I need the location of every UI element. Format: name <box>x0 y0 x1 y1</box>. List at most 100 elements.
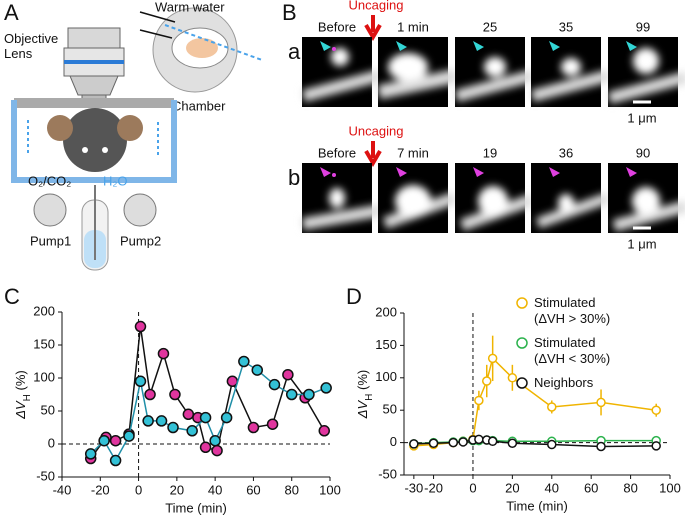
y-tick-label: 200 <box>375 304 397 319</box>
x-axis-label: Time (min) <box>506 498 568 513</box>
data-point <box>157 347 170 360</box>
arrowhead <box>396 167 407 177</box>
panel-label: A <box>4 0 19 25</box>
y-label-part: ΔV <box>355 400 370 420</box>
dendrite <box>530 69 612 102</box>
structure <box>454 57 536 102</box>
data-point <box>134 375 147 388</box>
x-tick-label: 20 <box>170 482 184 497</box>
data-point <box>144 388 156 401</box>
arrowhead <box>549 167 560 177</box>
data-point <box>109 454 122 467</box>
legend-label: Stimulated (ΔVH < 30%) <box>534 335 611 366</box>
data-point <box>474 395 484 406</box>
y-tick-label: 0 <box>48 435 55 450</box>
dendrite <box>454 69 536 102</box>
arrowhead <box>396 41 407 51</box>
structure <box>530 58 612 102</box>
data-point <box>209 434 221 447</box>
time-label: 1 min <box>397 19 429 34</box>
data-point <box>320 382 332 394</box>
data-point <box>458 437 468 447</box>
data-point <box>167 421 179 434</box>
dendrite <box>301 204 383 230</box>
data-point <box>596 397 606 408</box>
time-label: 25 <box>483 19 497 34</box>
data-point <box>169 388 181 401</box>
uncaging-label: Uncaging <box>349 123 404 138</box>
time-label: 99 <box>636 19 650 34</box>
data-point <box>84 448 97 460</box>
data-point <box>282 368 294 381</box>
data-point <box>487 353 498 364</box>
x-tick-label: -30 <box>404 480 423 495</box>
x-tick-label: -20 <box>424 480 443 495</box>
x-tick-label: 60 <box>246 482 260 497</box>
legend-label: Neighbors <box>534 375 594 390</box>
x-tick-label: -40 <box>53 482 72 497</box>
dendrite <box>535 192 611 229</box>
uncaging-arrow <box>364 15 382 41</box>
spine <box>395 185 431 217</box>
y-label-part: H <box>22 394 33 401</box>
objective-label: Objective Lens <box>4 31 58 61</box>
spine <box>632 187 660 215</box>
x-axis-label: Time (min) <box>165 500 227 515</box>
structure <box>612 187 685 232</box>
structure <box>377 53 459 100</box>
arrowhead <box>626 167 637 177</box>
data-point <box>318 425 331 437</box>
uncaging-label: Uncaging <box>349 0 404 12</box>
data-point <box>134 320 147 333</box>
time-label: Before <box>318 19 356 34</box>
y-tick-label: -50 <box>36 468 55 483</box>
y-label-part: (%) <box>355 370 370 394</box>
mouse-setup <box>11 98 177 271</box>
data-point <box>285 388 298 401</box>
dendrite <box>377 68 459 100</box>
data-point <box>199 441 212 454</box>
data-point <box>547 402 557 412</box>
structure <box>535 192 611 229</box>
legend-label: Stimulated (ΔVH > 30%) <box>534 295 611 326</box>
data-point <box>448 437 459 448</box>
uncaging-arrow <box>364 141 382 167</box>
y-tick-label: 100 <box>375 369 397 384</box>
data-point <box>651 405 661 415</box>
data-point <box>482 376 492 386</box>
data-point <box>155 415 168 427</box>
structure <box>607 48 685 104</box>
data-point <box>247 421 260 434</box>
legend-marker <box>516 337 528 349</box>
spine <box>388 53 428 81</box>
x-tick-label: 80 <box>284 482 298 497</box>
series-line <box>413 356 657 447</box>
data-point <box>474 434 484 445</box>
spine <box>633 48 659 74</box>
y-label-part: H <box>364 394 375 401</box>
uncaging-spot <box>332 173 336 177</box>
y-tick-label: 0 <box>390 434 397 449</box>
y-axis-label: ΔVH (%) <box>13 370 33 419</box>
data-point <box>409 439 419 449</box>
gas-label: O₂/CO₂ <box>28 173 71 188</box>
water-label: H₂O <box>103 173 128 188</box>
data-point <box>303 388 315 401</box>
x-tick-label: 60 <box>584 480 598 495</box>
arrowhead <box>626 41 637 51</box>
panel-label: B <box>282 0 297 25</box>
arrowhead <box>320 41 331 51</box>
scale-label: 1 μm <box>627 236 656 251</box>
row-label: b <box>288 165 300 190</box>
chamber-inset <box>139 7 263 93</box>
data-point <box>220 411 233 424</box>
y-tick-label: 50 <box>41 402 55 417</box>
spine <box>329 188 345 208</box>
dendrite <box>301 69 383 102</box>
data-point <box>199 411 212 424</box>
dendrite <box>612 200 685 232</box>
x-tick-label: 100 <box>319 482 341 497</box>
legend-marker <box>516 377 528 389</box>
legend-marker <box>516 297 528 309</box>
